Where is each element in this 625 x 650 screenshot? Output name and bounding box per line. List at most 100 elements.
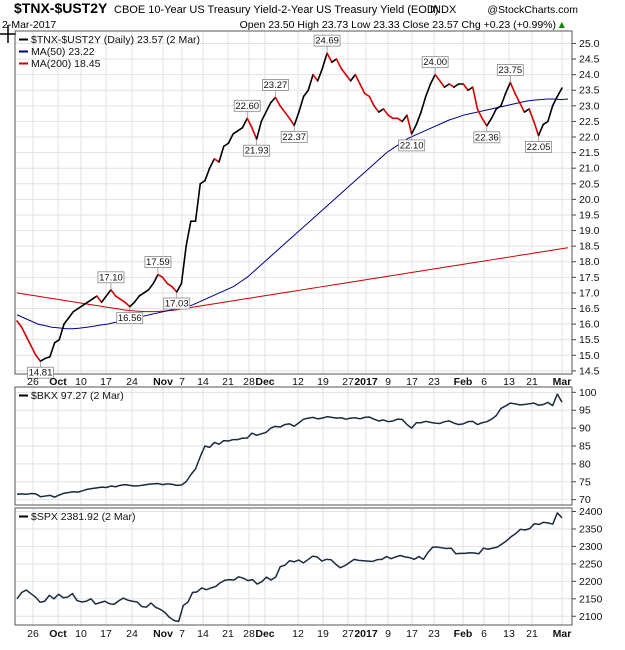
annotation-label: 22.36 [475,132,499,143]
y-tick-label-main: 18.5 [579,241,600,253]
price-segment [396,117,404,123]
price-segment [523,108,530,113]
annotation-label: 17.59 [146,257,170,268]
legend-label-bkx: $BKX 97.27 (2 Mar) [31,390,124,402]
x-tick-label-main: 12 [292,376,304,388]
price-segment [547,105,554,123]
x-tick-label-bottom: 17 [406,628,418,640]
x-tick-label-bottom: Oct [49,628,67,640]
price-segment [110,289,117,297]
price-segment [199,179,206,185]
chart-header: $TNX-$UST2Y CBOE 10-Year US Treasury Yie… [2,0,578,31]
annotation-label: 24.00 [423,57,447,68]
price-segment [467,86,474,92]
price-segment [330,58,338,63]
x-tick-label-main: 19 [317,376,329,388]
ma50-line [16,98,569,330]
x-tick-label-bottom: 21 [222,628,234,640]
plot-frame-bkx [14,386,573,506]
price-segment [486,117,493,127]
y-tick-label-bkx: 90 [579,423,591,435]
price-segment [509,81,516,95]
annotation-label: 23.75 [498,65,522,76]
price-segment [302,89,310,98]
annotation-label: 14.81 [29,368,53,379]
x-tick-label-bottom: 10 [75,628,87,640]
y-tick-label-main: 25.0 [579,38,600,50]
x-tick-label-main: Mar [553,376,572,388]
price-segment [265,101,272,113]
x-tick-label-main: 17 [406,376,418,388]
price-segment [269,96,277,104]
annotation-label: 16.56 [118,313,142,324]
y-tick-label-bkx: 100 [579,387,597,399]
price-segment [368,95,375,107]
x-tick-label-main: 6 [481,376,487,388]
x-tick-label-bottom: 6 [481,628,487,640]
price-segment [537,123,545,137]
price-segment [401,114,408,123]
price-segment [213,158,220,163]
y-tick-label-spx: 2100 [579,611,603,623]
price-segment [518,101,526,113]
price-segment [359,83,366,95]
price-segment [63,317,70,325]
price-segment [77,304,84,310]
price-segment [105,289,112,297]
price-segment [161,276,169,285]
y-tick-label-spx: 2350 [579,523,603,535]
price-segment [30,345,37,357]
x-tick-label-main: 27 [342,376,354,388]
crosshair-icon [0,25,16,43]
price-segment [284,111,291,120]
price-segment [462,83,469,92]
x-tick-label-bottom: 17 [100,628,112,640]
series-line-bkx [16,393,563,498]
y-tick-label-main: 20.5 [579,178,600,190]
price-segment [410,123,418,135]
y-tick-label-main: 15.0 [579,350,600,362]
legend-label-main: MA(200) 18.45 [31,58,101,70]
annotation-label: 22.60 [235,101,259,112]
y-tick-label-spx: 2200 [579,576,603,588]
price-segment [495,105,502,110]
y-tick-label-main: 16.5 [579,303,600,315]
annotation-box [27,366,54,379]
y-tick-label-main: 17.5 [579,272,600,284]
annotation-label: 23.27 [264,80,288,91]
source-label: @StockCharts.com [487,4,578,16]
y-tick-label-main: 19.0 [579,225,600,237]
price-segment [232,129,239,135]
x-tick-label-bottom: 12 [292,628,304,640]
x-tick-label-bottom: 2017 [354,628,378,640]
x-tick-label-bottom: Feb [454,628,473,640]
annotation-label: 24.69 [315,36,339,47]
annotation-box [525,141,552,153]
x-tick-label-main: 9 [385,376,391,388]
price-segment [293,111,300,127]
price-segment [448,83,455,88]
y-tick-label-bkx: 80 [579,458,591,470]
y-tick-label-main: 18.0 [579,256,600,268]
x-tick-label-main: 28 [243,376,255,388]
price-segment [528,108,535,123]
x-tick-label-main: 7 [179,376,185,388]
price-segment [490,108,498,120]
price-segment [340,67,347,76]
x-tick-label-main: 13 [503,376,515,388]
price-segment [279,105,286,113]
annotation-box [116,312,144,325]
chart-panels: 14.5 15.0 15.5 16.0 16.5 17.0 17.5 18.0 18.5 19.0… [14,30,603,640]
x-tick-label-bottom: 19 [317,628,329,640]
legend-label-main: MA(50) 23.22 [31,46,95,58]
x-tick-label-main: Feb [454,376,473,388]
x-tick-label-main: 14 [197,376,209,388]
price-segment [476,108,483,120]
y-tick-label-bkx: 95 [579,405,591,417]
price-segment [91,295,98,300]
y-tick-label-main: 24.5 [579,54,600,66]
x-tick-label-bottom: 24 [126,628,138,640]
price-segment [274,96,281,107]
price-segment [152,273,159,285]
